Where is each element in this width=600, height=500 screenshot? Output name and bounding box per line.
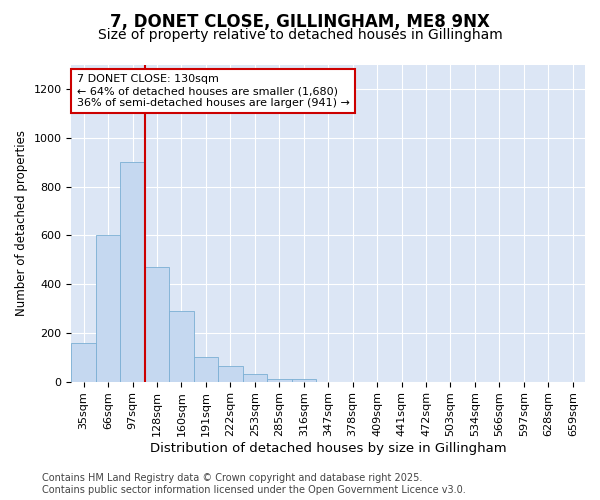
Bar (267, 379, 292, 382)
Bar (169, 311, 194, 382)
Bar (71, 342, 96, 382)
Bar (242, 374, 267, 382)
Y-axis label: Number of detached properties: Number of detached properties (15, 130, 28, 316)
Bar (96, 236, 121, 382)
Bar (218, 366, 242, 382)
Text: 7, DONET CLOSE, GILLINGHAM, ME8 9NX: 7, DONET CLOSE, GILLINGHAM, ME8 9NX (110, 12, 490, 30)
X-axis label: Distribution of detached houses by size in Gillingham: Distribution of detached houses by size … (150, 442, 506, 455)
Bar (121, 162, 145, 382)
Text: 7 DONET CLOSE: 130sqm
← 64% of detached houses are smaller (1,680)
36% of semi-d: 7 DONET CLOSE: 130sqm ← 64% of detached … (77, 74, 349, 108)
Text: Size of property relative to detached houses in Gillingham: Size of property relative to detached ho… (98, 28, 502, 42)
Bar (292, 379, 316, 382)
Bar (145, 267, 169, 382)
Bar (194, 357, 218, 382)
Text: Contains HM Land Registry data © Crown copyright and database right 2025.
Contai: Contains HM Land Registry data © Crown c… (42, 474, 466, 495)
